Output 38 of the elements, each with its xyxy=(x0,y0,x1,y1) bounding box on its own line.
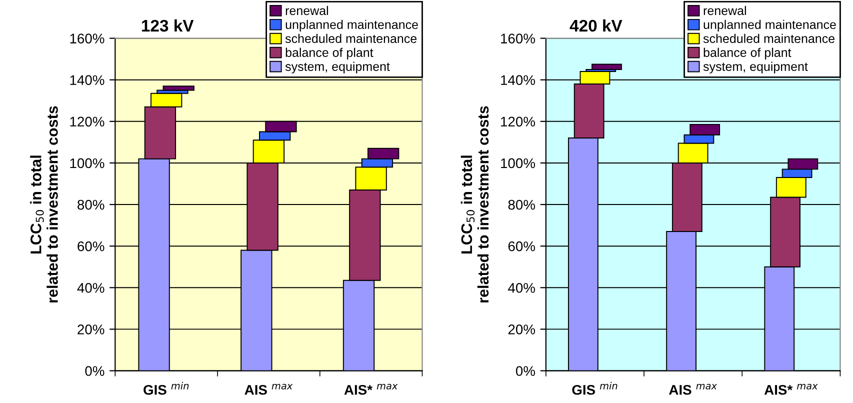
y-tick-label: 160% xyxy=(70,34,104,44)
legend-label: system, equipment xyxy=(285,62,390,74)
y-tick-label: 20% xyxy=(78,324,104,334)
chart-title: 420 kV xyxy=(570,19,622,32)
legend-label: unplanned maintenance xyxy=(286,20,418,32)
y-tick-label: 40% xyxy=(77,282,104,293)
y-tick-label: 120% xyxy=(70,116,104,127)
y-tick-label: 140% xyxy=(70,75,104,86)
y-tick-label: 20% xyxy=(508,324,536,334)
x-tick-label: GIS $^{min}$ xyxy=(572,382,618,395)
y-tick-label: 100% xyxy=(70,158,104,168)
y-tick-label: 80% xyxy=(508,200,536,210)
y-tick-label: 40% xyxy=(508,282,536,293)
x-tick-label: AIS* $^{max}$ xyxy=(344,384,398,395)
y-tick-label: 100% xyxy=(501,158,536,168)
legend-label: renewal xyxy=(704,6,746,16)
y-tick-label: 160% xyxy=(501,34,536,44)
y-tick-label: 0% xyxy=(516,366,536,376)
y-tick-label: 140% xyxy=(501,75,536,86)
legend-label: balance of plant xyxy=(286,48,374,60)
y-axis-title: LCC$_{50}$ in total related to investment costs xyxy=(30,106,58,302)
x-tick-label: GIS $^{min}$ xyxy=(144,382,189,395)
y-tick-label: 80% xyxy=(78,200,104,210)
y-axis-title: LCC$_{50}$ in total related to investment costs xyxy=(460,106,489,302)
legend-label: unplanned maintenance xyxy=(704,20,836,32)
chart-title: 123 kV xyxy=(142,19,194,32)
legend-label: balance of plant xyxy=(704,48,792,60)
y-tick-label: 60% xyxy=(78,241,104,252)
x-tick-label: AIS* $^{max}$ xyxy=(764,384,818,395)
y-tick-label: 120% xyxy=(501,116,536,127)
x-tick-label: AIS $^{max}$ xyxy=(669,384,718,395)
y-tick-label: 60% xyxy=(508,241,536,252)
x-tick-label: AIS $^{max}$ xyxy=(244,384,293,395)
legend-label: scheduled maintenance xyxy=(285,34,417,44)
y-tick-label: 0% xyxy=(85,366,104,376)
legend-label: scheduled maintenance xyxy=(703,34,835,44)
legend-label: renewal xyxy=(286,6,328,16)
legend-label: system, equipment xyxy=(703,62,808,74)
